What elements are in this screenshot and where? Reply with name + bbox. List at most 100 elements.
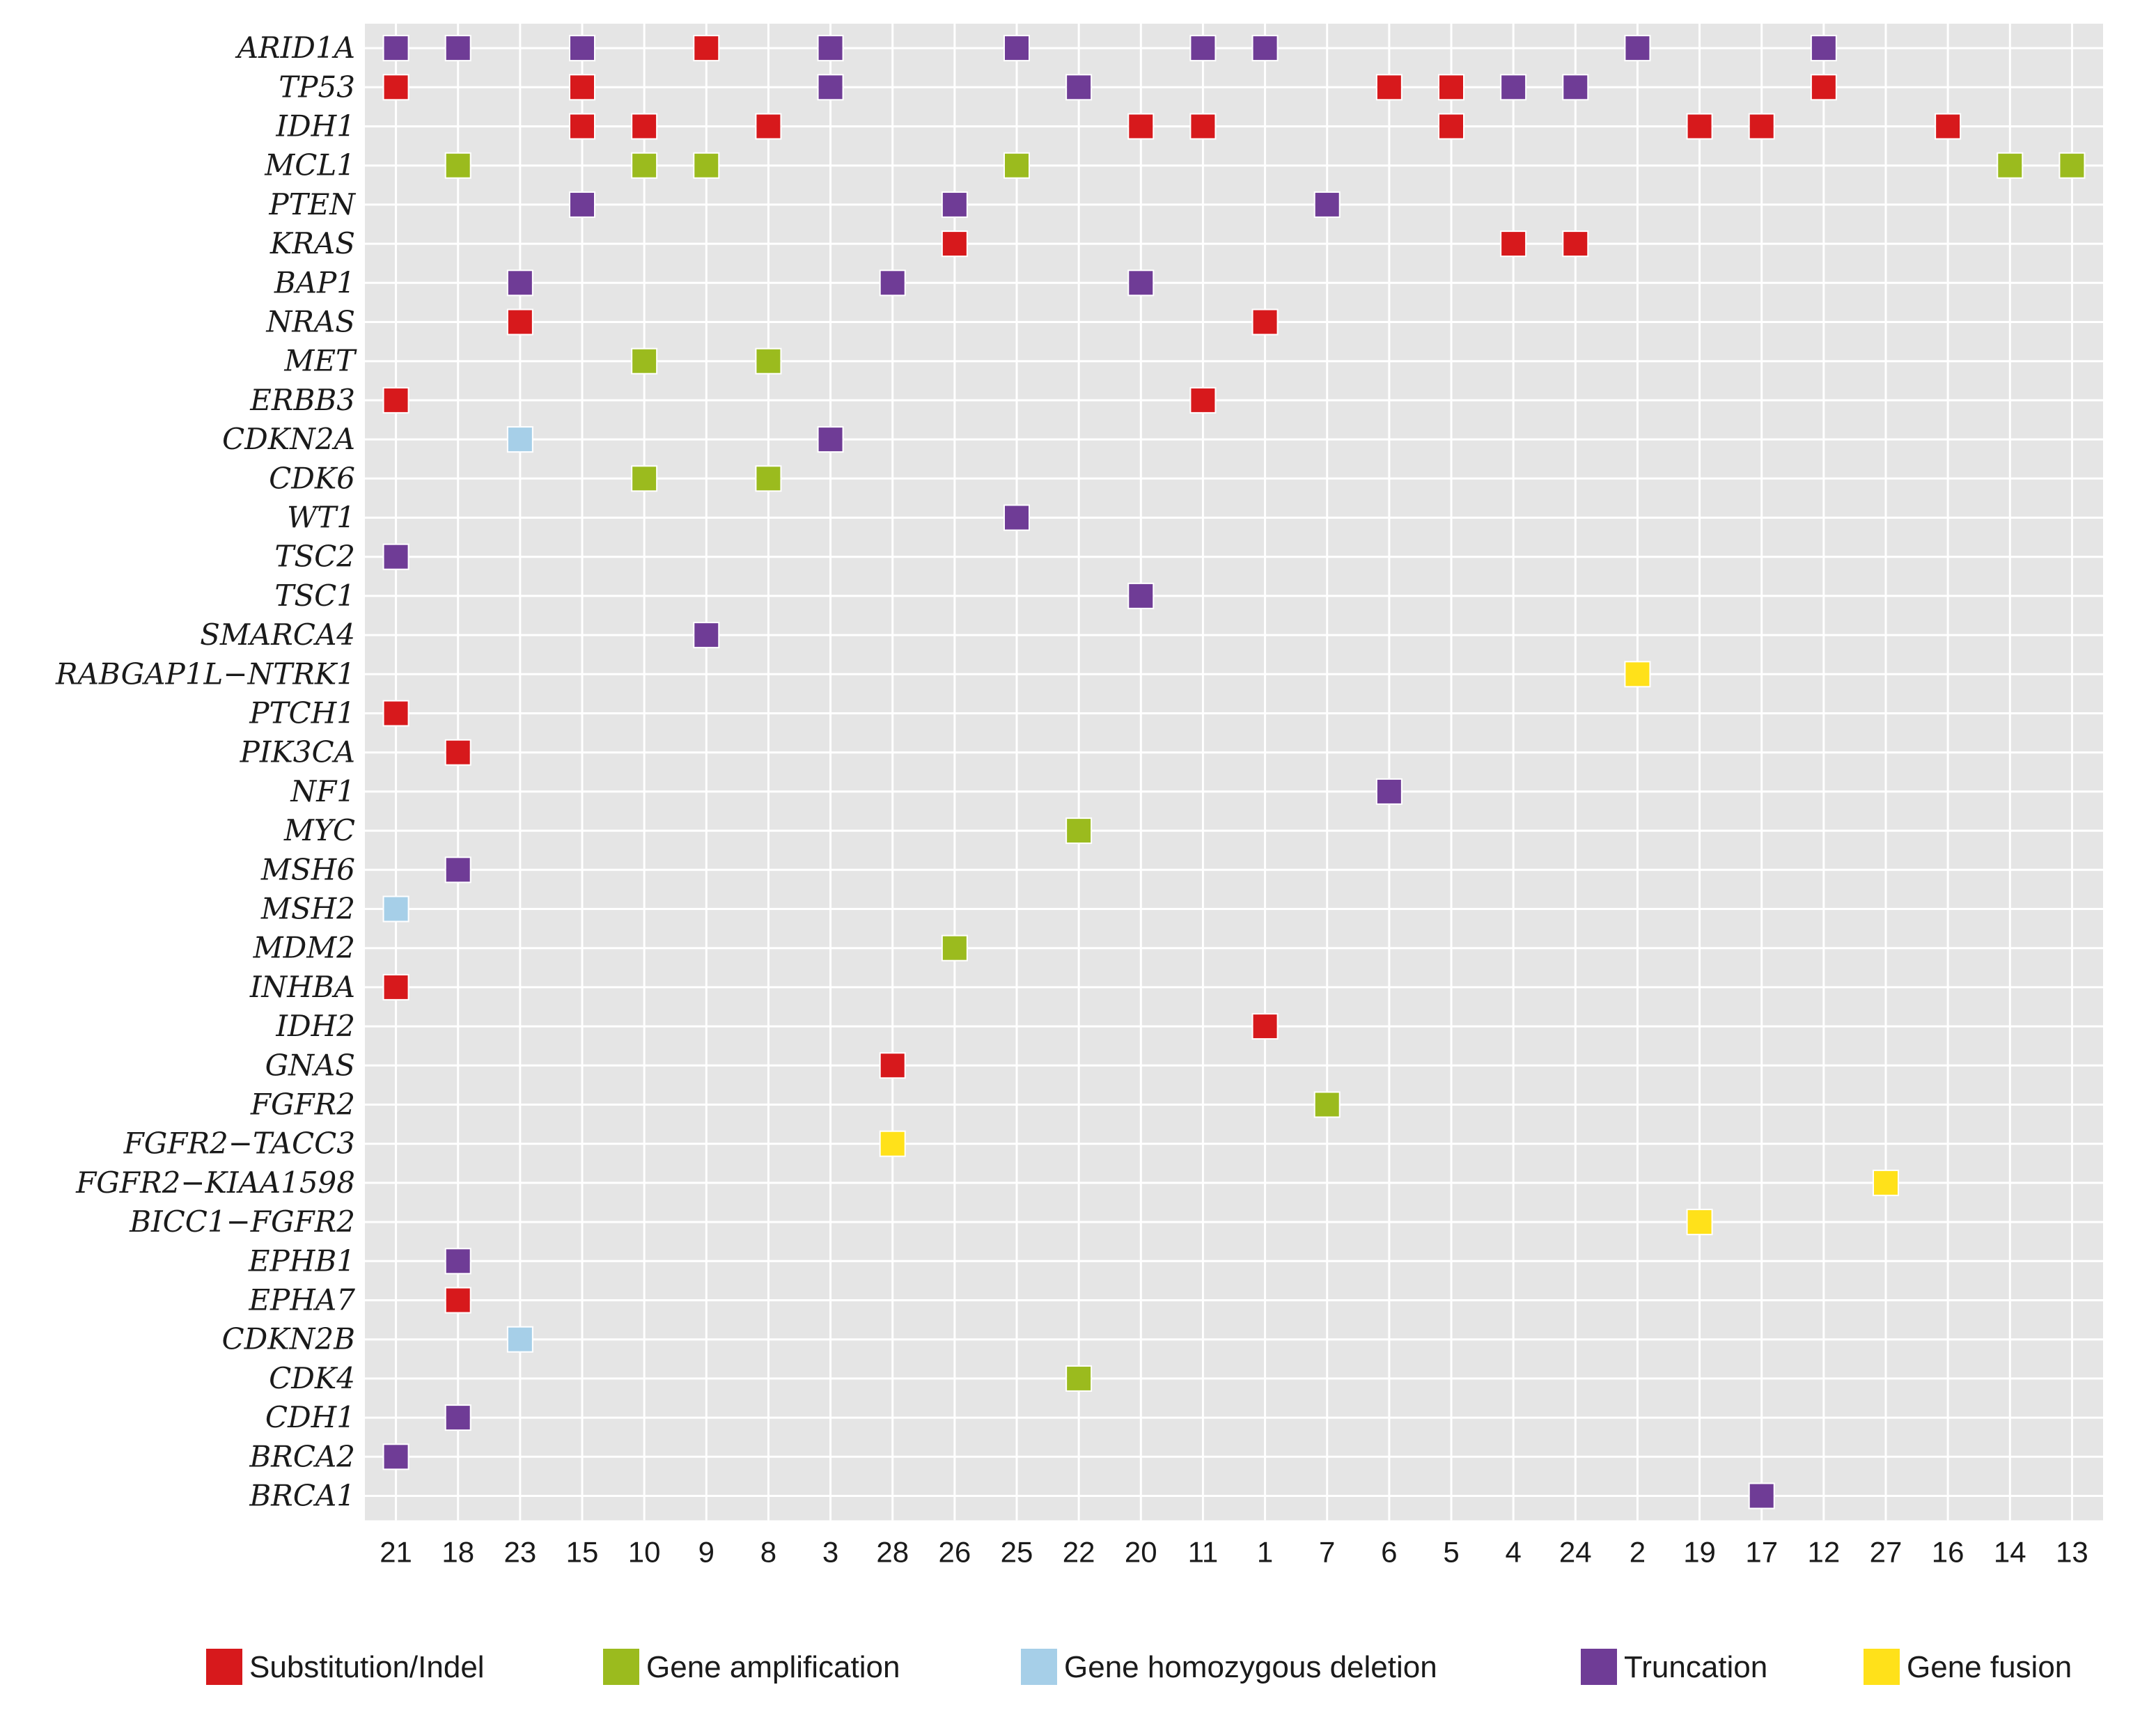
gene-axis-labels: ARID1A TP53 IDH1 MCL1 PTEN KRAS BAP1 NRAS MET ERB… [55,31,357,1512]
legend-label: Substitution/Indel [249,1650,485,1684]
sample-tick-label: 23 [503,1536,536,1569]
legend-swatch [1864,1649,1900,1685]
sample-tick-label: 5 [1443,1536,1459,1569]
legend-swatch [1021,1649,1057,1685]
mutation-cell [1251,35,1279,62]
sample-tick-label: 12 [1807,1536,1840,1569]
mutation-cell [1065,74,1093,101]
sample-tick-label: 2 [1630,1536,1646,1569]
sample-tick-label: 16 [1932,1536,1964,1569]
mutation-cell [1375,74,1403,101]
sample-tick-label: 24 [1559,1536,1592,1569]
mutation-cell [1810,74,1837,101]
mutation-cell [569,191,595,218]
gene-label: TP53 [279,70,355,104]
mutation-cell [1127,582,1155,609]
mutation-cell [817,35,844,62]
sample-tick-label: 26 [938,1536,971,1569]
mutation-cell [879,1130,906,1157]
mutation-cell [879,269,906,297]
mutation-cell [506,1326,533,1353]
mutation-cell [1189,386,1217,414]
gene-label: SMARCA4 [200,618,355,652]
gene-label: MCL1 [264,148,355,182]
mutation-cell [879,1052,906,1079]
mutation-cell [941,934,968,962]
gene-label: FGFR2 [250,1088,355,1122]
sample-tick-label: 28 [876,1536,909,1569]
gene-label: BAP1 [274,265,355,299]
gene-label: IDH2 [275,1009,355,1043]
mutation-cell [444,35,471,62]
legend-label: Gene homozygous deletion [1064,1650,1437,1684]
gene-label: CDK4 [269,1361,355,1395]
mutation-cell [444,1404,471,1431]
mutation-cells [382,35,2086,1509]
gene-label: KRAS [270,226,355,260]
gene-label: ARID1A [235,31,355,65]
gene-label: TSC2 [274,540,355,574]
mutation-cell [1189,35,1217,62]
mutation-cell [1375,778,1403,805]
mutation-cell [506,426,533,453]
sample-tick-label: 7 [1319,1536,1335,1569]
sample-tick-label: 22 [1063,1536,1095,1569]
gene-label: MSH2 [260,892,355,926]
mutation-cell [1935,113,1962,140]
gene-label: NRAS [266,305,355,339]
mutation-cell [631,347,658,375]
mutation-cell [1748,113,1775,140]
mutation-cell [444,152,471,179]
sample-axis-labels: 21 18 23 15 10 9 8 3 28 26 25 22 20 11 1 7 6 5 4 24 2 19 17 12 2… [380,1536,2088,1569]
sample-tick-label: 1 [1257,1536,1273,1569]
mutation-cell [755,113,782,140]
mutation-cell [1500,74,1527,101]
gene-label: GNAS [265,1048,355,1082]
sample-tick-label: 4 [1505,1536,1521,1569]
mutation-cell [1003,152,1030,179]
mutation-cell [1562,230,1589,258]
mutation-cell [1251,1013,1279,1040]
gene-label: EPHB1 [248,1244,355,1278]
gene-label: PTCH1 [249,696,355,730]
mutation-cell [1127,269,1155,297]
gene-label: ERBB3 [249,383,355,417]
sample-tick-label: 17 [1745,1536,1778,1569]
mutation-cell [1127,113,1155,140]
sample-tick-label: 3 [822,1536,838,1569]
sample-tick-label: 19 [1683,1536,1716,1569]
sample-tick-label: 6 [1381,1536,1397,1569]
mutation-cell [382,386,409,414]
gene-label: FGFR2−KIAA1598 [75,1166,355,1200]
gene-label: RABGAP1L−NTRK1 [55,657,355,691]
mutation-cell [631,152,658,179]
sample-tick-label: 8 [760,1536,776,1569]
mutation-cell [569,113,595,140]
sample-tick-label: 25 [1001,1536,1033,1569]
gene-label: PTEN [268,187,356,221]
mutation-cell [444,739,471,766]
mutation-cell [1624,35,1651,62]
mutation-cell [382,35,409,62]
mutation-cell [569,35,595,62]
mutation-cell [755,465,782,492]
mutation-cell [1997,152,2024,179]
mutation-cell [693,622,720,649]
sample-tick-label: 21 [380,1536,412,1569]
mutation-cell [382,973,409,1001]
mutation-cell [444,1287,471,1314]
mutation-cell [1313,191,1341,218]
gene-label: MET [283,344,357,378]
mutation-cell [817,74,844,101]
mutation-cell [755,347,782,375]
gene-label: CDK6 [269,461,355,495]
gene-label: EPHA7 [248,1283,355,1317]
plot-panel [365,24,2103,1521]
gene-label: FGFR2−TACC3 [123,1127,355,1161]
gene-label: NF1 [290,774,355,808]
mutation-cell [941,191,968,218]
legend-swatch [1581,1649,1617,1685]
mutation-cell [569,74,595,101]
